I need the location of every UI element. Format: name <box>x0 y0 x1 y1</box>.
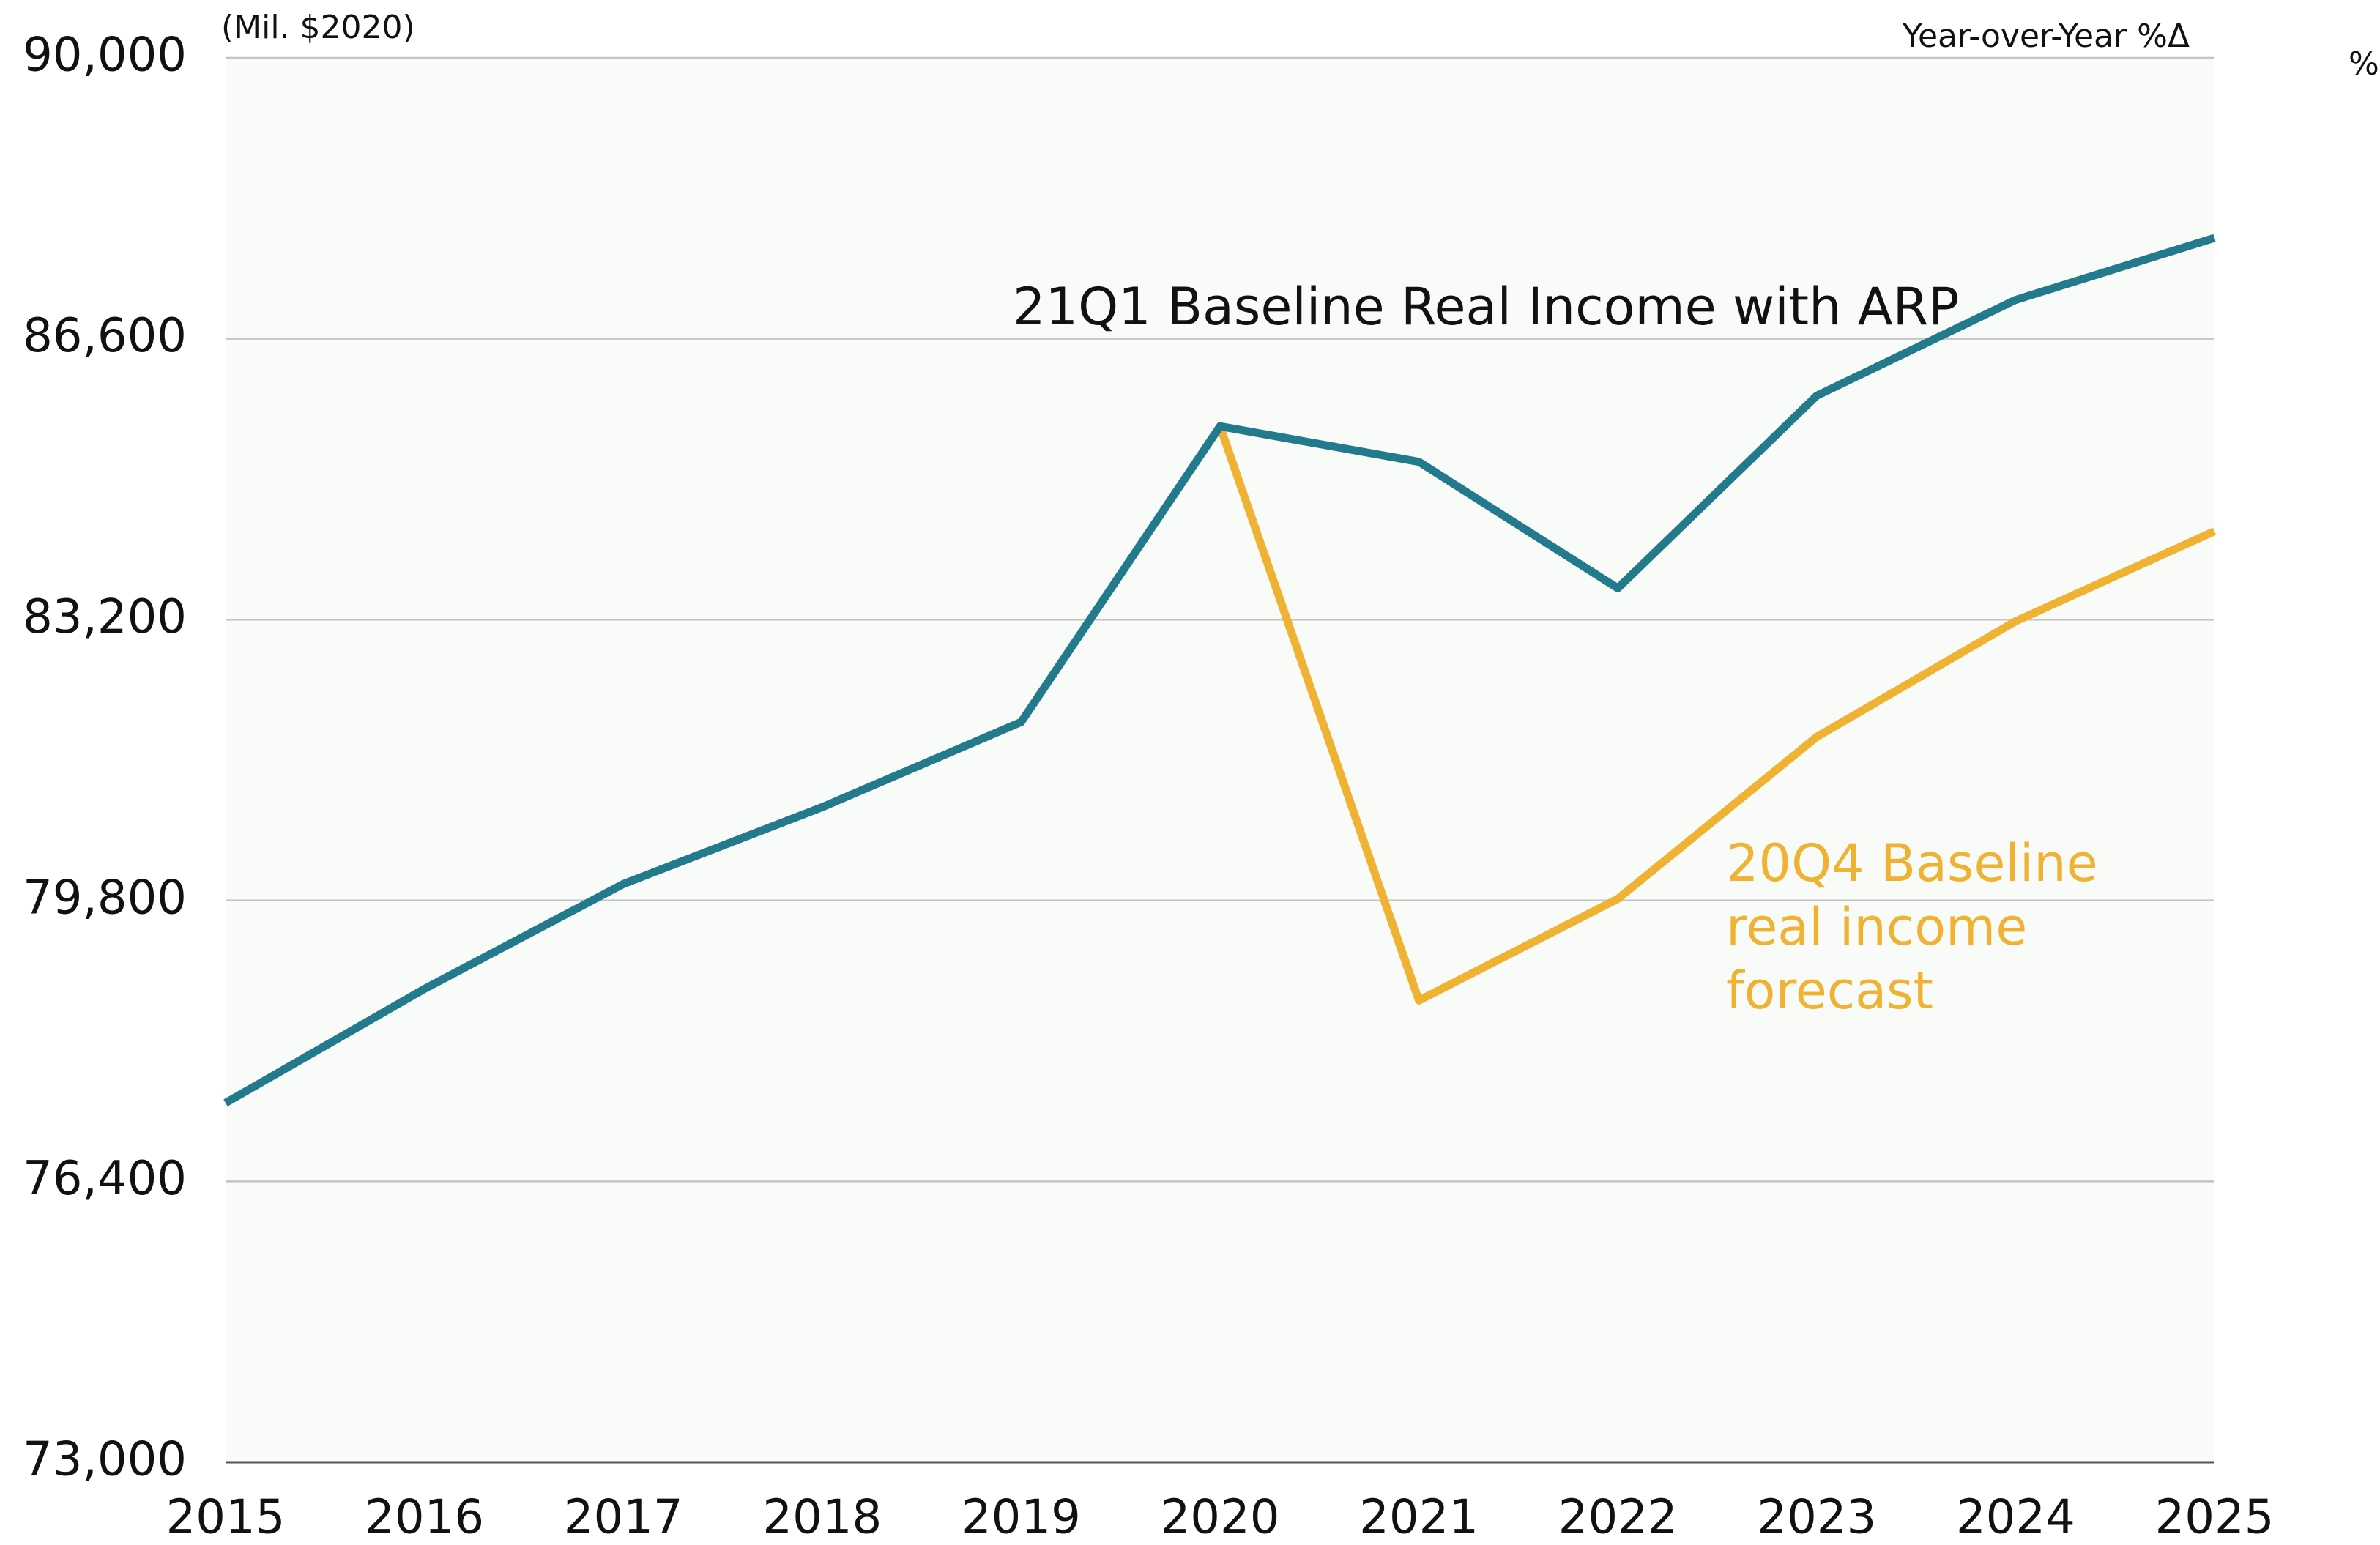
y-tick-label: 83,200 <box>23 590 187 644</box>
x-tick-label: 2015 <box>166 1491 286 1545</box>
x-tick-label: 2020 <box>1161 1491 1280 1545</box>
right-axis-unit: % <box>2349 45 2379 83</box>
x-tick-label: 2019 <box>962 1491 1081 1545</box>
x-tick-label: 2025 <box>2155 1491 2275 1545</box>
right-axis-label: Year-over-Year %Δ <box>1902 18 2190 55</box>
series-label: 21Q1 Baseline Real Income with ARP <box>1013 277 1959 337</box>
x-tick-label: 2021 <box>1359 1491 1479 1545</box>
x-tick-label: 2022 <box>1558 1491 1678 1545</box>
y-tick-label: 86,600 <box>23 309 187 363</box>
x-tick-label: 2018 <box>762 1491 882 1545</box>
x-tick-label: 2017 <box>564 1491 683 1545</box>
y-tick-label: 90,000 <box>23 29 187 83</box>
x-tick-label: 2024 <box>1956 1491 2075 1545</box>
y-tick-label: 73,000 <box>23 1433 187 1487</box>
y-tick-label: 79,800 <box>23 871 187 925</box>
series-line <box>223 234 2216 1106</box>
series-label: 20Q4 Baseline real income forecast <box>1726 833 2098 1021</box>
unit-label: (Mil. $2020) <box>221 9 415 46</box>
x-tick-label: 2023 <box>1757 1491 1876 1545</box>
series-line <box>1216 425 2217 1005</box>
plot-background <box>226 58 2214 1462</box>
x-tick-label: 2016 <box>365 1491 484 1545</box>
y-tick-label: 76,400 <box>23 1152 187 1206</box>
